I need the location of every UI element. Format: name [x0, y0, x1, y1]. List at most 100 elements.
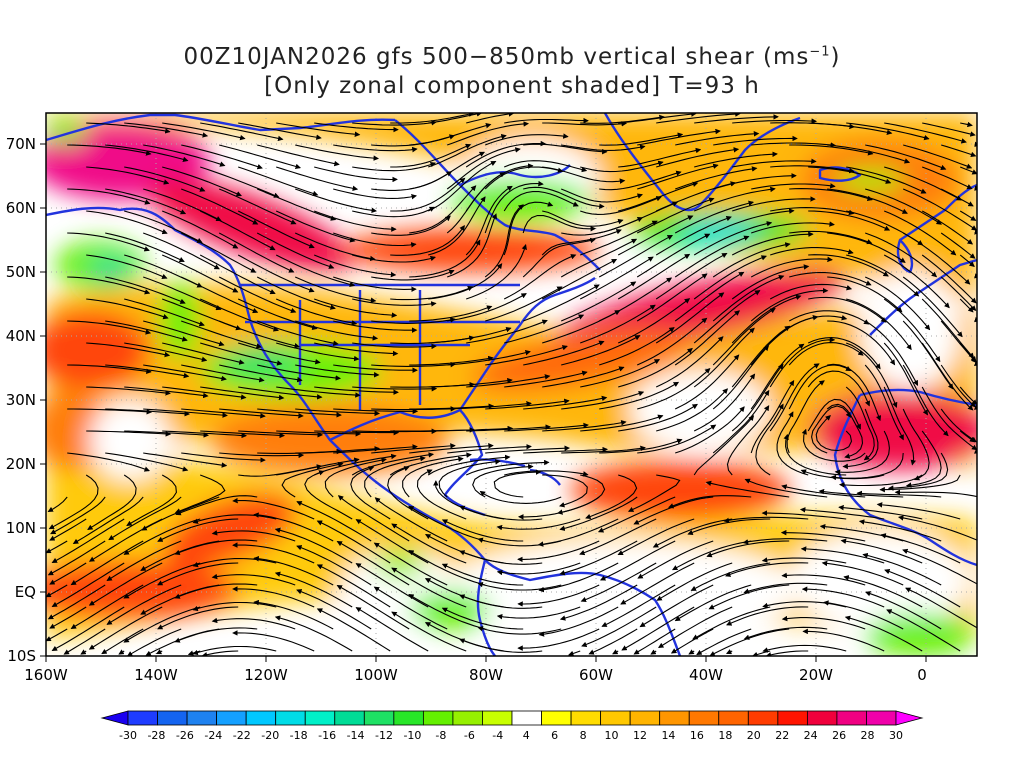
streamline [352, 254, 436, 263]
streamline [237, 298, 318, 331]
streamline [428, 425, 514, 432]
streamline [601, 584, 676, 627]
streamline [650, 649, 657, 655]
streamline [199, 210, 276, 251]
streamline [493, 469, 542, 498]
streamline [355, 563, 429, 608]
streamline [755, 403, 784, 476]
streamline [333, 276, 417, 293]
streamline [211, 617, 296, 630]
streamline [732, 158, 817, 168]
streamline [371, 215, 451, 236]
streamline [879, 474, 961, 493]
streamline [466, 319, 548, 344]
streamline [124, 342, 208, 362]
streamline [561, 144, 646, 151]
streamline [409, 239, 481, 278]
colorbar-swatch [245, 710, 277, 726]
streamline [705, 480, 790, 498]
streamline [559, 540, 638, 576]
streamline [143, 452, 228, 468]
colorbar-under-triangle [100, 710, 129, 726]
streamline [674, 310, 740, 366]
streamline [253, 599, 334, 630]
colorbar-label: -4 [492, 729, 503, 742]
streamline [70, 584, 144, 629]
streamline [723, 516, 809, 524]
streamline [409, 305, 493, 322]
streamline [333, 144, 418, 153]
lon-label: 160W [24, 666, 68, 684]
colorbar-swatch [511, 710, 542, 726]
streamline [750, 315, 819, 366]
streamline [256, 276, 336, 310]
streamline [940, 364, 976, 408]
streamline [352, 206, 436, 218]
streamline [238, 430, 324, 438]
streamline [86, 298, 169, 320]
streamline [408, 505, 486, 542]
streamline [811, 405, 852, 454]
streamline [675, 406, 745, 454]
streamline [503, 191, 579, 212]
streamline [902, 548, 977, 585]
streamline [390, 143, 472, 168]
streamline [618, 113, 697, 124]
streamline [157, 606, 239, 630]
streamline [337, 495, 410, 542]
streamline [296, 545, 372, 586]
streamline [72, 496, 144, 544]
streamline [48, 474, 99, 530]
streamline [49, 606, 87, 629]
streamline [389, 452, 472, 476]
streamline [174, 583, 258, 599]
streamline [428, 113, 483, 124]
streamline [883, 298, 941, 363]
streamline [314, 429, 400, 436]
streamline [67, 232, 150, 252]
streamline [50, 496, 106, 535]
streamline [675, 166, 758, 190]
streamline [845, 342, 898, 408]
streamline [732, 196, 816, 212]
streamline [336, 585, 410, 630]
streamline [485, 286, 563, 322]
streamline [633, 628, 676, 655]
colorbar-swatch [334, 710, 365, 726]
streamline [959, 298, 974, 313]
streamline [105, 408, 191, 417]
streamline [783, 433, 847, 476]
streamline [118, 649, 125, 655]
lon-label: 40W [689, 666, 723, 684]
streamline [371, 406, 457, 412]
streamline [316, 608, 391, 652]
streamline [201, 650, 239, 656]
streamline [238, 166, 319, 197]
streamline [561, 445, 646, 454]
streamline [799, 507, 885, 520]
streamline [762, 644, 847, 653]
streamline [887, 452, 949, 491]
streamline [237, 254, 315, 293]
streamline [108, 496, 182, 541]
streamline [788, 310, 870, 325]
streamline [211, 530, 296, 542]
streamline [636, 273, 708, 322]
streamline [256, 232, 335, 269]
streamline [846, 254, 920, 297]
streamline [49, 562, 87, 585]
streamline [902, 320, 954, 390]
streamline [617, 518, 695, 556]
streamline [105, 320, 188, 342]
streamline [200, 430, 286, 439]
colorbar-label: -10 [403, 729, 421, 742]
streamline [503, 254, 577, 300]
streamline [350, 466, 391, 520]
colorbar-swatch [600, 710, 631, 726]
streamline [789, 230, 873, 245]
streamline [693, 186, 776, 212]
lon-label: 120W [244, 666, 288, 684]
streamline [296, 501, 372, 542]
